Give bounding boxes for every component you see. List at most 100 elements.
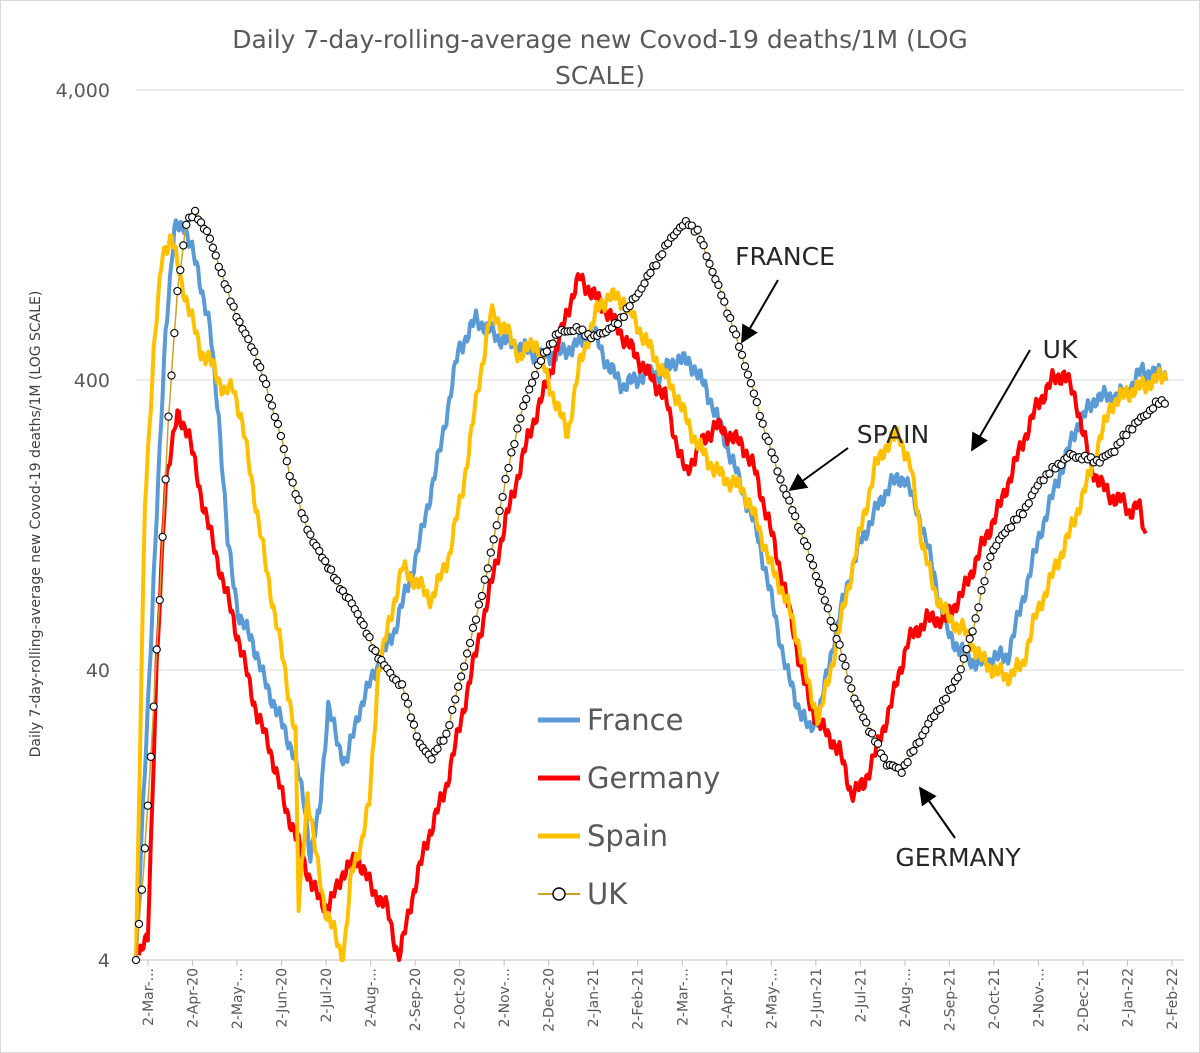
series-uk-point xyxy=(315,546,324,556)
legend-france-label: France xyxy=(587,703,683,737)
series-uk-point xyxy=(412,732,421,741)
series-uk-point xyxy=(705,259,714,268)
series-uk-point xyxy=(1018,510,1028,519)
series-uk-point xyxy=(326,565,336,574)
y-tick-label: 4,000 xyxy=(56,80,110,102)
x-tick-label: 2-Jun-20 xyxy=(275,968,291,1027)
legend-germany-label: Germany xyxy=(587,761,720,795)
x-tick-label: 2-Apr-21 xyxy=(720,968,736,1028)
x-tick-label: 2-Dec-21 xyxy=(1076,968,1092,1032)
series-uk-point xyxy=(791,512,800,521)
series-lines xyxy=(131,206,1169,965)
series-uk-point xyxy=(897,768,906,777)
series-uk-point xyxy=(802,541,812,551)
y-axis-ticks: 4 40 400 4,000 xyxy=(56,80,110,972)
annotation-germany: GERMANY xyxy=(895,843,1021,872)
series-uk-point xyxy=(400,692,410,701)
series-uk-point xyxy=(734,342,744,351)
series-uk-point xyxy=(752,397,761,407)
series-uk-point xyxy=(433,744,442,753)
series-uk-point xyxy=(986,552,995,562)
series-uk-point xyxy=(962,644,971,654)
annotation-arrow-spain xyxy=(788,447,849,492)
series-uk-point xyxy=(953,673,962,682)
series-uk-point xyxy=(471,615,481,624)
series-uk-point xyxy=(947,684,957,693)
series-spain-line xyxy=(134,233,1169,962)
series-uk-point xyxy=(137,885,147,894)
series-uk-point xyxy=(152,645,161,654)
series-uk-point xyxy=(956,665,965,674)
x-axis: 2-Mar-... 2-Apr-20 2-May-... 2-Jun-20 2-Jul-… xyxy=(136,959,1184,1032)
series-uk-point xyxy=(457,672,466,681)
series-uk-point xyxy=(267,401,277,410)
series-uk-point xyxy=(625,301,634,311)
series-uk-point xyxy=(829,623,838,632)
series-uk-point xyxy=(658,250,667,259)
x-tick-label: 2-Aug-... xyxy=(898,968,914,1027)
series-uk-point xyxy=(279,444,288,454)
series-uk-point xyxy=(776,475,785,484)
series-uk-point xyxy=(516,414,525,423)
series-uk-point xyxy=(486,548,495,557)
series-uk-point xyxy=(909,746,918,756)
series-uk-point xyxy=(451,695,460,704)
series-uk-point xyxy=(749,389,759,398)
series-uk-point xyxy=(140,844,150,853)
series-uk-point xyxy=(131,955,141,965)
series-uk-point xyxy=(477,591,487,601)
series-uk-point xyxy=(805,553,815,563)
series-uk-point xyxy=(740,362,750,371)
x-tick-label: 2-Aug-... xyxy=(364,968,380,1027)
series-uk-point xyxy=(714,280,723,290)
series-uk-point xyxy=(480,575,489,584)
series-uk-point xyxy=(176,265,185,275)
y-tick-label: 400 xyxy=(74,370,110,392)
x-tick-label: 2-Jun-21 xyxy=(809,968,825,1027)
series-uk-point xyxy=(250,347,259,356)
series-uk-point xyxy=(468,623,478,632)
annotation-uk: UK xyxy=(1043,335,1078,364)
series-uk-point xyxy=(1024,499,1033,508)
x-tick-label: 2-Oct-20 xyxy=(453,968,469,1029)
series-uk-point xyxy=(770,454,779,464)
series-uk-point xyxy=(397,680,407,689)
series-uk-point xyxy=(365,633,374,642)
series-uk-point xyxy=(143,801,152,810)
series-uk-point xyxy=(202,226,212,236)
series-uk-point xyxy=(693,225,702,234)
series-uk-point xyxy=(504,463,513,473)
series-uk-point xyxy=(737,350,747,360)
series-uk-point xyxy=(959,654,968,663)
series-uk-point xyxy=(965,634,974,643)
series-uk-point xyxy=(149,702,158,711)
series-uk-point xyxy=(371,646,380,655)
x-tick-label: 2-Jul-21 xyxy=(853,968,869,1023)
series-uk-point xyxy=(519,401,528,411)
series-uk-point xyxy=(702,252,711,261)
x-tick-label: 2-Sep-21 xyxy=(942,968,958,1031)
series-uk-point xyxy=(720,297,729,306)
series-uk-point xyxy=(814,578,824,588)
legend-uk-marker xyxy=(552,887,566,901)
series-uk-point xyxy=(427,755,436,764)
series-uk-point xyxy=(867,729,877,738)
series-uk-point xyxy=(808,561,818,570)
series-uk-point xyxy=(179,241,188,250)
series-uk-point xyxy=(208,243,218,252)
series-uk-point xyxy=(161,475,170,484)
series-uk-point xyxy=(525,385,534,394)
series-uk-point xyxy=(332,576,342,585)
y-tick-label: 4 xyxy=(98,950,110,972)
x-tick-label: 2-Apr-20 xyxy=(186,968,202,1028)
series-uk-point xyxy=(205,234,215,243)
series-uk-point xyxy=(507,448,516,457)
x-tick-label: 2-Jul-20 xyxy=(319,968,335,1023)
series-uk-point xyxy=(977,586,986,595)
series-uk-point xyxy=(746,379,756,388)
series-uk-point xyxy=(273,419,283,429)
x-tick-label: 2-Feb-22 xyxy=(1165,968,1181,1030)
series-uk-point xyxy=(134,919,144,929)
series-uk-point xyxy=(755,411,764,421)
annotation-france: FRANCE xyxy=(735,242,835,271)
